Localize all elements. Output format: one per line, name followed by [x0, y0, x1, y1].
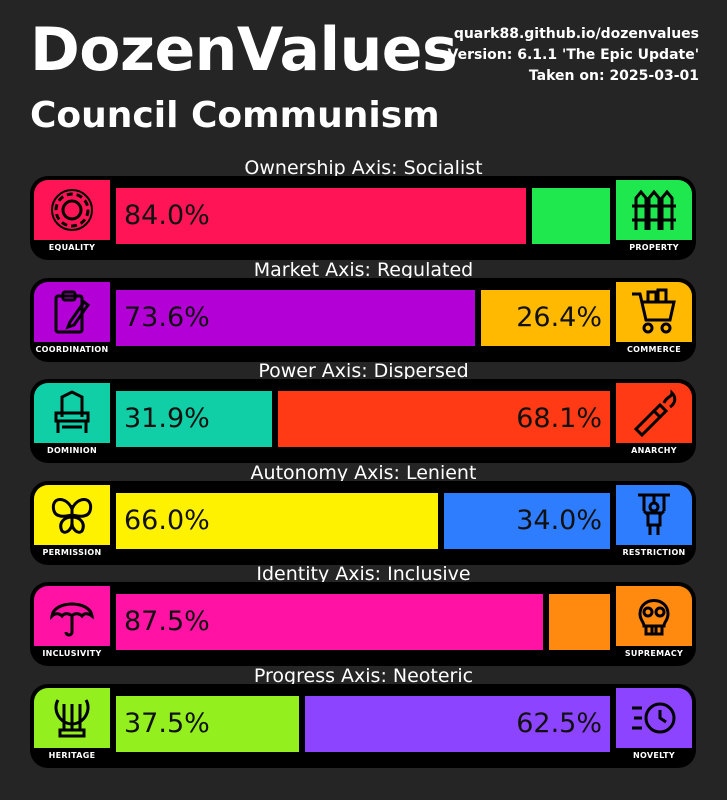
- site-url[interactable]: quark88.github.io/dozenvalues: [453, 26, 699, 42]
- right-bar-segment: [444, 492, 610, 549]
- app-title: DozenValues: [30, 15, 458, 85]
- taken-date: Taken on: 2025-03-01: [528, 68, 699, 84]
- left-value-label: DOMINION: [47, 446, 97, 456]
- left-value-icon-panel: [34, 180, 110, 240]
- axis-bar: 87.5%: [116, 594, 610, 651]
- right-value-label: COMMERCE: [627, 344, 681, 354]
- left-percentage: 31.9%: [124, 403, 210, 435]
- left-bar-segment: [116, 492, 438, 549]
- axis-bar-row: COORDINATION COMMERCE 73.6% 26.4%: [30, 277, 696, 362]
- right-value-icon-panel: [616, 383, 692, 444]
- axis-title: Power Axis: Dispersed: [258, 360, 469, 383]
- right-value-label: NOVELTY: [632, 751, 676, 760]
- right-bar-segment: [549, 594, 610, 651]
- gear-icon: [51, 189, 93, 231]
- right-percentage: 62.5%: [516, 708, 602, 739]
- left-value-label: COORDINATION: [35, 344, 109, 354]
- axis-bar-row: PERMISSION RESTRICTION 66.0% 34.0%: [30, 480, 696, 565]
- axis-title: Autonomy Axis: Lenient: [250, 461, 477, 484]
- axis-bar: 66.0% 34.0%: [116, 492, 610, 549]
- right-value-label: ANARCHY: [631, 446, 677, 456]
- axis-bar: 37.5% 62.5%: [116, 696, 610, 752]
- result-ideology: Council Communism: [30, 95, 440, 136]
- right-value-icon-panel: [616, 586, 692, 647]
- right-value-label: PROPERTY: [629, 243, 679, 252]
- right-bar-segment: [278, 391, 610, 448]
- axis-bar-row: HERITAGE NOVELTY 37.5% 62.5%: [30, 684, 696, 768]
- axis-bar: 31.9% 68.1%: [116, 391, 610, 448]
- right-percentage: 26.4%: [516, 301, 602, 333]
- right-value-icon-panel: [616, 688, 692, 748]
- axis-title: Identity Axis: Inclusive: [256, 563, 471, 586]
- left-bar-segment: [116, 391, 272, 448]
- right-percentage: 34.0%: [516, 504, 602, 536]
- butterfly-icon: [51, 497, 93, 534]
- left-percentage: 84.0%: [124, 200, 210, 231]
- right-value-icon-panel: [616, 281, 692, 342]
- lyre-icon: [54, 699, 90, 738]
- axis-bar-row: EQUALITY PROPERTY 84.0%: [30, 176, 696, 260]
- left-value-icon-panel: [34, 688, 110, 748]
- axis-bar-row: DOMINION ANARCHY 31.9% 68.1%: [30, 379, 696, 464]
- version-text: Version: 6.1.1 'The Epic Update': [447, 47, 699, 63]
- fence-icon: [632, 189, 676, 230]
- left-value-icon-panel: [34, 383, 110, 444]
- axis-bar-row: INCLUSIVITY SUPREMACY 87.5%: [30, 582, 696, 667]
- molotov-icon: [633, 389, 677, 438]
- skull-icon: [638, 599, 670, 636]
- left-bar-segment: [116, 188, 526, 244]
- right-percentage: 68.1%: [516, 403, 602, 435]
- left-value-label: EQUALITY: [48, 243, 96, 252]
- puppet-icon: [638, 493, 670, 535]
- left-value-label: HERITAGE: [48, 751, 96, 760]
- axis-bar: 84.0%: [116, 188, 610, 244]
- axis-title: Ownership Axis: Socialist: [244, 157, 483, 179]
- left-percentage: 66.0%: [124, 504, 210, 536]
- axis-bar: 73.6% 26.4%: [116, 289, 610, 346]
- right-bar-segment: [532, 188, 610, 244]
- throne-icon: [54, 390, 90, 434]
- right-bar-segment: [305, 696, 610, 752]
- left-bar-segment: [116, 289, 475, 346]
- left-bar-segment: [116, 594, 543, 651]
- left-bar-segment: [116, 696, 299, 752]
- left-percentage: 37.5%: [124, 708, 210, 739]
- left-value-label: INCLUSIVITY: [42, 649, 102, 659]
- axis-title: Market Axis: Regulated: [253, 258, 474, 281]
- axis-title: Progress Axis: Neoteric: [253, 665, 474, 687]
- meta-info: quark88.github.io/dozenvalues Version: 6…: [448, 24, 699, 87]
- left-percentage: 87.5%: [124, 606, 210, 638]
- left-value-label: PERMISSION: [42, 547, 102, 557]
- right-value-label: RESTRICTION: [622, 547, 686, 557]
- clock-icon: [632, 702, 676, 734]
- left-value-icon-panel: [34, 281, 110, 342]
- left-percentage: 73.6%: [124, 301, 210, 333]
- clipboard-icon: [54, 290, 91, 334]
- right-value-label: SUPREMACY: [624, 649, 684, 659]
- shopping-cart-icon: [632, 288, 676, 334]
- right-bar-segment: [481, 289, 610, 346]
- left-value-icon-panel: [34, 484, 110, 545]
- right-value-icon-panel: [616, 484, 692, 545]
- umbrella-icon: [49, 603, 94, 637]
- right-value-icon-panel: [616, 180, 692, 240]
- left-value-icon-panel: [34, 586, 110, 647]
